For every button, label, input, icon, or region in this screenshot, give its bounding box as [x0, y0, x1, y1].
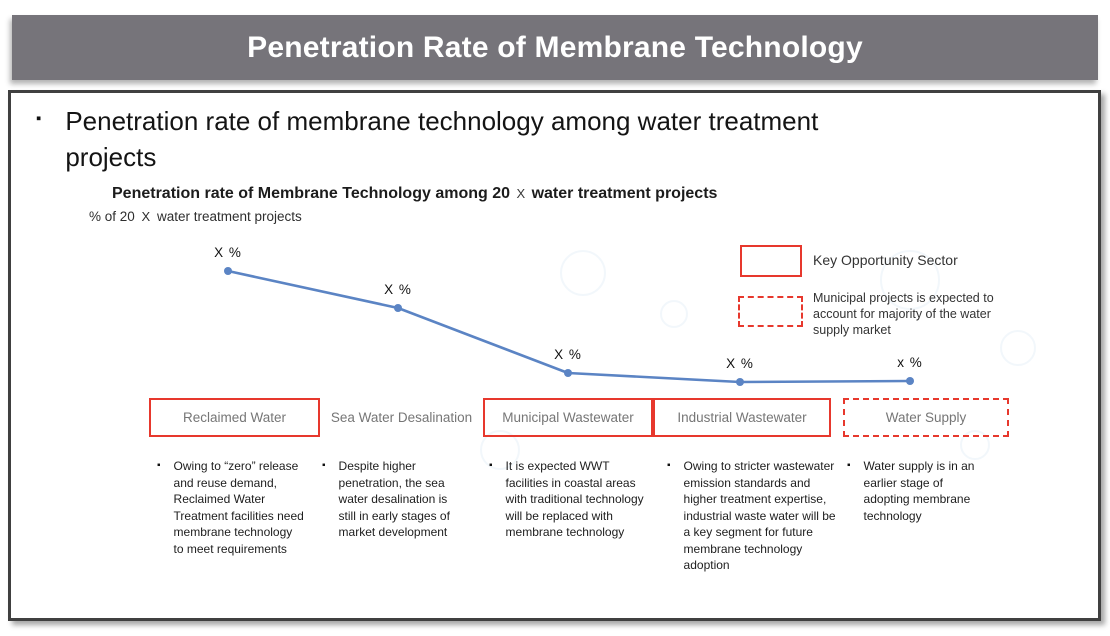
intro-text: Penetration rate of membrane technology …	[65, 106, 819, 172]
watermark-bubble	[560, 250, 606, 296]
description-sea-water-desalination: ▪ Despite higher penetration, the sea wa…	[322, 458, 464, 541]
square-bullet-icon: ▪	[489, 460, 493, 471]
legend-municipal-note: Municipal projects is expected to accoun…	[813, 291, 994, 337]
description-text: Despite higher penetration, the sea wate…	[338, 459, 450, 539]
data-point-label: x %	[897, 355, 923, 370]
chart-subtitle-prefix: % of 20	[89, 209, 135, 224]
data-point-label: X %	[554, 347, 582, 362]
intro-bullet-item: ▪ Penetration rate of membrane technolog…	[36, 103, 886, 175]
chart-subtitle-redacted-value: X	[141, 209, 151, 224]
square-bullet-icon: ▪	[667, 460, 671, 471]
watermark-bubble	[960, 430, 990, 460]
legend-dashed-red-box	[738, 296, 803, 327]
square-bullet-icon: ▪	[36, 110, 42, 127]
category-municipal-wastewater: Municipal Wastewater	[483, 398, 653, 437]
category-sea-water-desalination: Sea Water Desalination	[330, 409, 473, 425]
square-bullet-icon: ▪	[157, 460, 161, 471]
description-water-supply: ▪ Water supply is in an earlier stage of…	[847, 458, 989, 524]
chart-subtitle: % of 20 X water treatment projects	[89, 209, 302, 224]
chart-title-redacted-value: X	[516, 186, 526, 201]
data-point-label: X %	[384, 282, 412, 297]
legend-key-opportunity-label: Key Opportunity Sector	[813, 252, 958, 268]
description-text: Owing to stricter wastewater emission st…	[683, 459, 836, 572]
chart-subtitle-suffix: water treatment projects	[156, 209, 302, 224]
category-water-supply: Water Supply	[843, 398, 1009, 437]
chart-title-prefix: Penetration rate of Membrane Technology …	[112, 185, 510, 202]
category-reclaimed-water: Reclaimed Water	[149, 398, 320, 437]
description-text: Owing to “zero” release and reuse demand…	[173, 459, 304, 556]
chart-title: Penetration rate of Membrane Technology …	[112, 185, 717, 203]
description-municipal-wastewater: ▪ It is expected WWT facilities in coast…	[489, 458, 646, 541]
watermark-bubble	[660, 300, 688, 328]
watermark-bubble	[1000, 330, 1036, 366]
description-text: It is expected WWT facilities in coastal…	[505, 459, 644, 539]
description-reclaimed-water: ▪ Owing to “zero” release and reuse dema…	[157, 458, 306, 557]
watermark-bubble	[480, 430, 520, 470]
description-text: Water supply is in an earlier stage of a…	[863, 459, 975, 523]
data-point-label: X %	[214, 245, 242, 260]
header-bar: Penetration Rate of Membrane Technology	[12, 15, 1098, 80]
category-industrial-wastewater: Industrial Wastewater	[653, 398, 831, 437]
chart-title-suffix: water treatment projects	[531, 185, 718, 202]
page-title: Penetration Rate of Membrane Technology	[247, 30, 863, 64]
description-industrial-wastewater: ▪ Owing to stricter wastewater emission …	[667, 458, 842, 574]
square-bullet-icon: ▪	[322, 460, 326, 471]
data-point-label: X %	[726, 356, 754, 371]
square-bullet-icon: ▪	[847, 460, 851, 471]
legend-solid-red-box	[740, 245, 802, 277]
